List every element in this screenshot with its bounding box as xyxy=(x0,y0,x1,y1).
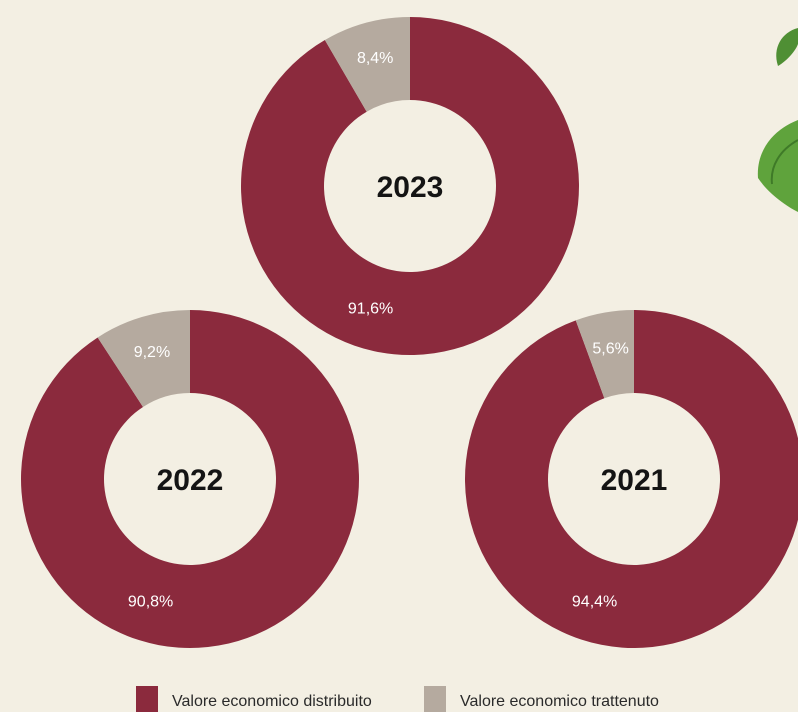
slice-retained-2022 xyxy=(97,310,190,407)
donut-2022: 2022 9,2% 90,8% xyxy=(20,310,359,648)
center-label-2023: 2023 xyxy=(377,171,444,204)
slice-retained-2023 xyxy=(324,16,410,112)
donut-2021: 2021 5,6% 94,4% xyxy=(465,310,798,648)
slice-distributed-2021 xyxy=(465,310,798,648)
legend: Valore economico distribuito Valore econo… xyxy=(136,686,659,712)
legend-item-distributed: Valore economico distribuito xyxy=(136,686,372,712)
slice-label-distributed-2022: 90,8% xyxy=(128,593,173,610)
slice-distributed-2023 xyxy=(240,17,579,355)
leaf-decoration xyxy=(757,28,798,212)
slice-retained-2021 xyxy=(575,310,634,399)
legend-swatch xyxy=(136,686,158,712)
legend-swatch xyxy=(424,686,446,712)
legend-item-retained: Valore economico trattenuto xyxy=(424,686,659,712)
donut-2023: 2023 8,4% 91,6% xyxy=(240,16,579,355)
slice-label-distributed-2021: 94,4% xyxy=(572,593,617,610)
slice-label-retained-2021: 5,6% xyxy=(592,341,628,358)
legend-label: Valore economico distribuito xyxy=(172,693,372,710)
center-label-2021: 2021 xyxy=(601,464,668,497)
slice-distributed-2022 xyxy=(20,310,359,648)
center-label-2022: 2022 xyxy=(157,464,224,497)
slice-label-retained-2022: 9,2% xyxy=(134,344,170,361)
slice-label-distributed-2023: 91,6% xyxy=(348,300,393,317)
legend-label: Valore economico trattenuto xyxy=(460,693,659,710)
slice-label-retained-2023: 8,4% xyxy=(357,50,393,67)
